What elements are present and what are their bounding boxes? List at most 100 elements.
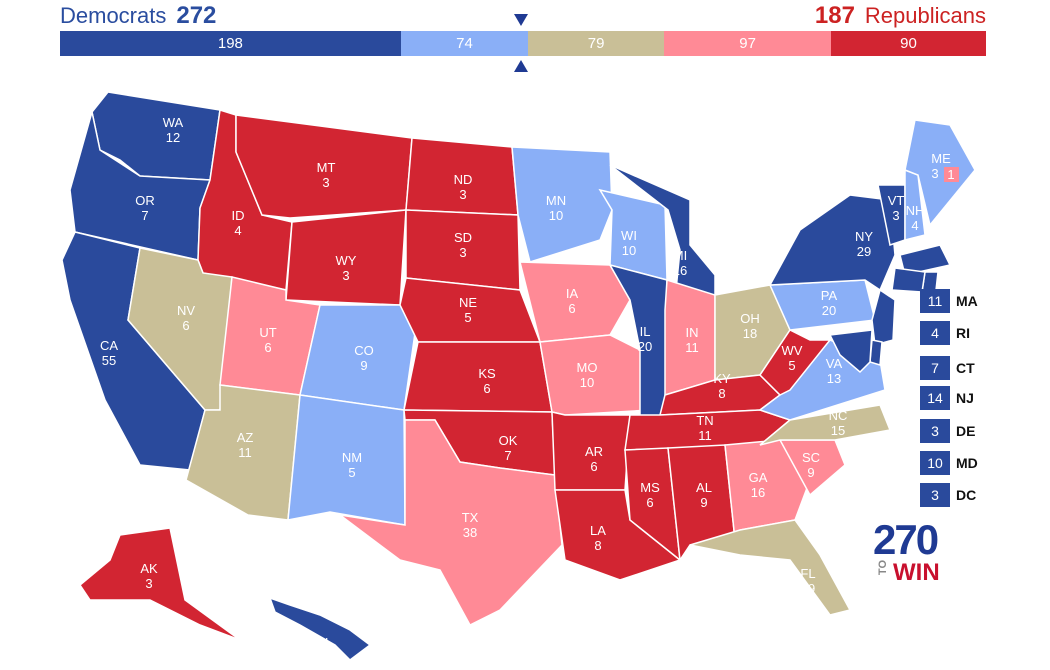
state-votes-ga: 16	[751, 485, 765, 500]
state-votes-mo: 10	[580, 375, 594, 390]
state-label-sc: SC	[802, 450, 820, 465]
small-state-ma[interactable]: 11 MA	[920, 289, 978, 313]
state-co[interactable]	[299, 304, 419, 411]
state-ny[interactable]	[768, 194, 896, 292]
small-state-abbr: NJ	[956, 390, 974, 406]
small-state-de[interactable]: 3 DE	[920, 419, 975, 443]
logo-to: TO	[877, 560, 889, 576]
state-label-oh: OH	[740, 311, 760, 326]
state-ia[interactable]	[519, 261, 631, 343]
small-state-abbr: CT	[956, 360, 975, 376]
state-label-id: ID	[232, 208, 245, 223]
state-label-pa: PA	[821, 288, 838, 303]
state-votes-nh: 4	[911, 218, 918, 233]
270towin-logo[interactable]: 270 TO WIN	[873, 518, 953, 588]
state-label-ks: KS	[478, 366, 496, 381]
state-votes-tx: 38	[463, 525, 477, 540]
state-nj[interactable]	[871, 288, 896, 346]
state-votes-wa: 12	[166, 130, 180, 145]
state-votes-al: 9	[700, 495, 707, 510]
state-label-or: OR	[135, 193, 155, 208]
state-tx[interactable]	[339, 419, 563, 626]
small-state-votes: 4	[920, 321, 950, 345]
state-label-mn: MN	[546, 193, 566, 208]
small-state-abbr: RI	[956, 325, 970, 341]
democrats-total: Democrats 272	[60, 2, 216, 30]
state-votes-nd: 3	[459, 187, 466, 202]
state-label-ky: KY	[713, 371, 731, 386]
state-votes-fl: 29	[801, 581, 815, 596]
state-label-wi: WI	[621, 228, 637, 243]
me-district-box[interactable]	[944, 167, 959, 182]
state-label-nv: NV	[177, 303, 195, 318]
small-state-ri[interactable]: 4 RI	[920, 321, 970, 345]
state-label-ca: CA	[100, 338, 118, 353]
republicans-total: 187 Republicans	[815, 2, 986, 30]
state-votes-wi: 10	[622, 243, 636, 258]
state-votes-ar: 6	[590, 459, 597, 474]
small-state-abbr: MD	[956, 455, 978, 471]
state-mo[interactable]	[539, 334, 651, 416]
state-votes-sd: 3	[459, 245, 466, 260]
bar-segment-4: 90	[831, 31, 986, 56]
state-me[interactable]	[904, 119, 976, 227]
state-votes-mn: 10	[549, 208, 563, 223]
state-votes-hi: 4	[318, 650, 325, 665]
small-state-votes: 14	[920, 386, 950, 410]
state-votes-ne: 5	[464, 310, 471, 325]
small-state-votes: 10	[920, 451, 950, 475]
small-state-votes: 7	[920, 356, 950, 380]
state-votes-ms: 6	[646, 495, 653, 510]
state-votes-co: 9	[360, 358, 367, 373]
state-votes-nv: 6	[182, 318, 189, 333]
state-label-mo: MO	[577, 360, 598, 375]
state-label-tx: TX	[462, 510, 479, 525]
state-votes-mt: 3	[322, 175, 329, 190]
state-label-me: ME	[931, 151, 951, 166]
state-label-hi: HI	[316, 635, 329, 650]
state-ma[interactable]	[899, 244, 952, 276]
state-ak[interactable]	[79, 527, 241, 641]
state-label-ar: AR	[585, 444, 603, 459]
state-votes-id: 4	[234, 223, 241, 238]
small-state-ct[interactable]: 7 CT	[920, 356, 975, 380]
state-votes-mi: 16	[673, 263, 687, 278]
state-votes-ok: 7	[504, 448, 511, 463]
me-district-votes: 1	[947, 167, 954, 182]
state-label-ok: OK	[499, 433, 518, 448]
state-label-nh: NH	[906, 203, 925, 218]
bar-segment-0: 198	[60, 31, 401, 56]
state-label-il: IL	[640, 324, 651, 339]
bar-segment-3: 97	[664, 31, 832, 56]
state-hi[interactable]	[268, 596, 372, 661]
state-mn[interactable]	[511, 146, 613, 263]
state-md[interactable]	[828, 329, 873, 374]
state-votes-vt: 3	[892, 208, 899, 223]
state-votes-tn: 11	[698, 428, 712, 443]
small-state-votes: 3	[920, 419, 950, 443]
state-label-ak: AK	[140, 561, 158, 576]
small-state-abbr: DE	[956, 423, 976, 439]
state-label-vt: VT	[888, 193, 905, 208]
state-label-az: AZ	[237, 430, 254, 445]
state-votes-sc: 9	[807, 465, 814, 480]
small-state-abbr: DC	[956, 487, 977, 503]
state-label-al: AL	[696, 480, 712, 495]
270-marker-top	[514, 14, 528, 26]
state-label-mi: MI	[673, 248, 687, 263]
republicans-votes: 187	[814, 2, 855, 29]
small-state-dc[interactable]: 3 DC	[920, 483, 976, 507]
state-label-in: IN	[686, 325, 699, 340]
small-state-abbr: MA	[956, 293, 978, 309]
state-fl[interactable]	[689, 519, 852, 616]
state-votes-ny: 29	[857, 244, 871, 259]
small-state-nj[interactable]: 14 NJ	[920, 386, 974, 410]
state-label-la: LA	[590, 523, 606, 538]
bar-segment-1: 74	[400, 31, 529, 56]
state-votes-ut: 6	[264, 340, 271, 355]
state-label-sd: SD	[454, 230, 472, 245]
state-votes-il: 20	[638, 339, 652, 354]
state-votes-pa: 20	[822, 303, 836, 318]
small-state-md[interactable]: 10 MD	[920, 451, 978, 475]
